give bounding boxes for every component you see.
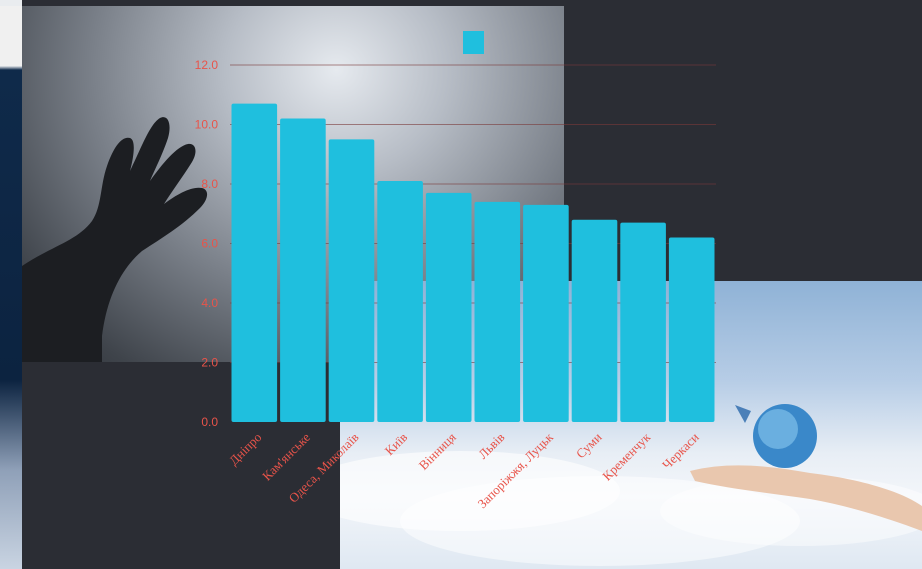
y-tick-label: 12.0: [195, 58, 219, 72]
x-tick-label: Київ: [382, 430, 411, 459]
legend-swatch: [463, 31, 484, 54]
bar: [668, 237, 715, 422]
hand-silhouette-icon: [22, 117, 207, 362]
y-tick-label: 2.0: [201, 356, 218, 370]
x-tick-label: Суми: [573, 429, 605, 461]
x-tick-label: Дніпро: [226, 430, 264, 468]
bar: [328, 139, 375, 422]
globe-in-hand-icon: [340, 404, 922, 566]
x-tick-label: Черкаси: [659, 429, 702, 472]
y-tick-label: 8.0: [201, 177, 218, 191]
background-top-bar: [0, 6, 22, 66]
background-left-strip: [0, 0, 22, 569]
y-tick-label: 0.0: [201, 415, 218, 429]
x-tick-label: Вінниця: [416, 430, 459, 473]
bar: [474, 201, 521, 422]
bar: [377, 181, 423, 422]
bar: [280, 118, 326, 423]
x-tick-label: Львів: [475, 430, 507, 462]
x-tick-label: Кременчук: [599, 429, 653, 483]
y-tick-label: 6.0: [201, 237, 218, 251]
y-tick-label: 4.0: [201, 296, 218, 310]
bar: [231, 103, 278, 423]
bar: [620, 222, 666, 422]
bar: [571, 219, 618, 422]
y-tick-label: 10.0: [195, 118, 219, 132]
bar: [523, 204, 569, 422]
bar: [425, 192, 472, 422]
